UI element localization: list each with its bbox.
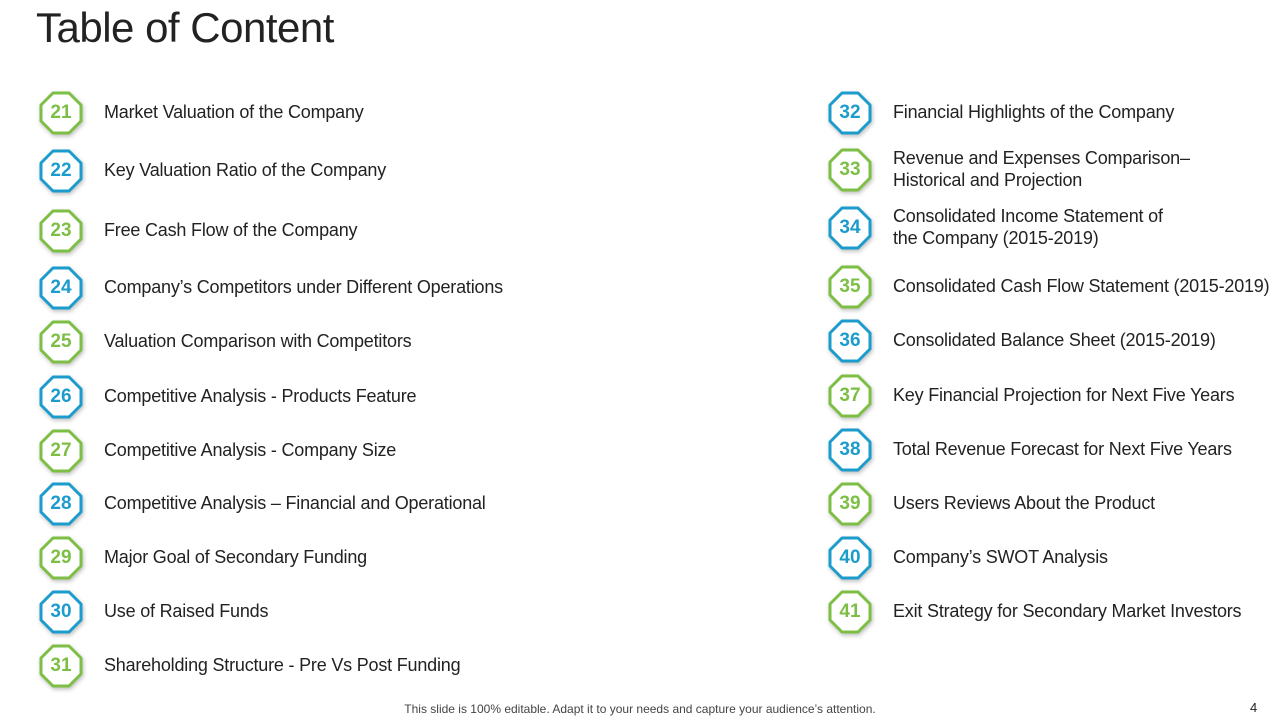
item-label: Financial Highlights of the Company [893,102,1175,122]
item-number: 23 [50,220,72,241]
item-number: 25 [50,331,72,352]
item-number: 34 [839,217,861,238]
octagon-number-badge: 29 [39,536,83,580]
item-label: Valuation Comparison with Competitors [104,331,412,351]
item-label: Key Financial Projection for Next Five Y… [893,385,1235,405]
item-number: 38 [839,439,861,460]
footer-note: This slide is 100% editable. Adapt it to… [404,702,876,716]
item-label: Exit Strategy for Secondary Market Inves… [893,601,1242,621]
item-number: 24 [50,277,72,298]
item-label: Total Revenue Forecast for Next Five Yea… [893,439,1232,459]
octagon-number-badge: 21 [39,91,83,135]
octagon-number-badge: 30 [39,590,83,634]
octagon-number-badge: 36 [828,319,872,363]
item-number: 32 [839,102,861,123]
octagon-number-badge: 25 [39,320,83,364]
item-label: Use of Raised Funds [104,601,269,621]
item-number: 37 [839,385,861,406]
item-number: 27 [50,440,72,461]
item-number: 35 [839,276,861,297]
octagon-number-badge: 40 [828,536,872,580]
item-number: 30 [50,601,72,622]
item-label: Consolidated Balance Sheet (2015-2019) [893,330,1216,350]
item-number: 22 [50,160,72,181]
octagon-number-badge: 38 [828,428,872,472]
octagon-number-badge: 26 [39,375,83,419]
item-label: Competitive Analysis - Company Size [104,440,397,460]
octagon-number-badge: 41 [828,590,872,634]
item-label: Competitive Analysis – Financial and Ope… [104,493,486,513]
octagon-number-badge: 34 [828,206,872,250]
page-title: Table of Content [36,4,334,51]
octagon-number-badge: 35 [828,265,872,309]
item-number: 26 [50,386,72,407]
octagon-number-badge: 23 [39,209,83,253]
item-label: Key Valuation Ratio of the Company [104,160,387,180]
item-label: Shareholding Structure - Pre Vs Post Fun… [104,655,461,675]
item-label: Revenue and Expenses Comparison– Histori… [893,148,1190,190]
item-label: Company’s Competitors under Different Op… [104,277,503,297]
item-number: 40 [839,547,861,568]
octagon-number-badge: 28 [39,482,83,526]
item-label: Market Valuation of the Company [104,102,364,122]
item-number: 36 [839,330,861,351]
octagon-number-badge: 27 [39,429,83,473]
item-label: Competitive Analysis - Products Feature [104,386,417,406]
item-number: 21 [50,102,72,123]
octagon-number-badge: 39 [828,482,872,526]
item-label: Major Goal of Secondary Funding [104,547,367,567]
octagon-number-badge: 37 [828,374,872,418]
item-label: Users Reviews About the Product [893,493,1155,513]
item-number: 39 [839,493,861,514]
item-label: Consolidated Income Statement of the Com… [893,206,1163,248]
item-number: 29 [50,547,72,568]
item-number: 28 [50,493,72,514]
item-number: 33 [839,159,861,180]
octagon-number-badge: 24 [39,266,83,310]
item-number: 41 [839,601,861,622]
octagon-number-badge: 22 [39,149,83,193]
page-number: 4 [1250,700,1258,715]
item-label: Company’s SWOT Analysis [893,547,1108,567]
octagon-number-badge: 31 [39,644,83,688]
item-number: 31 [50,655,72,676]
item-label: Free Cash Flow of the Company [104,220,358,240]
octagon-number-badge: 33 [828,148,872,192]
item-label: Consolidated Cash Flow Statement (2015-2… [893,276,1270,296]
octagon-number-badge: 32 [828,91,872,135]
